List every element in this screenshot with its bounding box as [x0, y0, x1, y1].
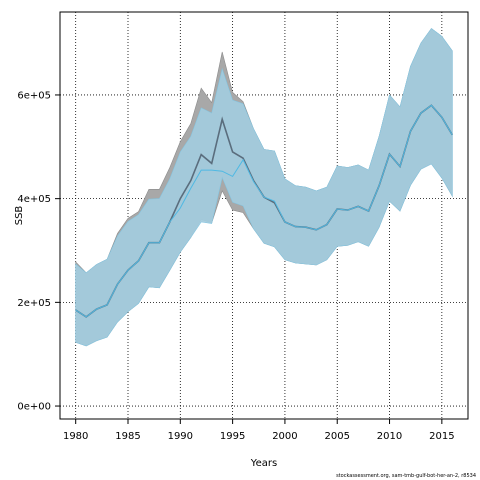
y-axis: 0e+00 2e+05 4e+05 6e+05	[17, 90, 60, 413]
x-tick-label: 2010	[377, 431, 402, 442]
x-axis-title: Years	[250, 458, 277, 469]
series-lines	[75, 104, 453, 318]
x-tick-label: 1995	[220, 431, 245, 442]
x-tick-label: 1980	[63, 431, 88, 442]
y-tick-label: 0e+00	[17, 402, 51, 413]
y-tick-label: 2e+05	[17, 298, 51, 309]
x-axis: 1980 1985 1990 1995 2000 2005 2010 2015	[63, 419, 455, 442]
confidence-bands	[75, 28, 453, 347]
band-overlap	[75, 28, 453, 346]
x-tick-label: 2005	[325, 431, 350, 442]
y-axis-title: SSB	[14, 206, 25, 226]
x-tick-label: 2000	[272, 431, 297, 442]
x-tick-label: 2015	[429, 431, 454, 442]
y-tick-label: 4e+05	[17, 194, 51, 205]
source-footnote: stockassessment.org, sam-tmb-gulf-bot-he…	[336, 473, 476, 479]
series-2-line	[75, 104, 453, 318]
y-tick-label: 6e+05	[17, 90, 51, 101]
x-tick-label: 1990	[168, 431, 193, 442]
x-tick-label: 1985	[115, 431, 140, 442]
plot-frame	[59, 11, 469, 420]
